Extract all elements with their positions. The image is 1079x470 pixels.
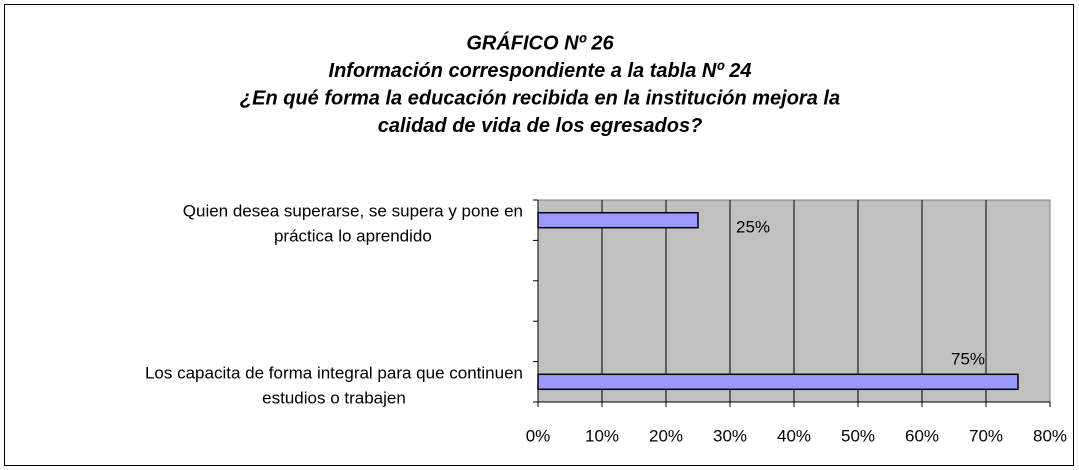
x-tick-label: 80% — [1033, 426, 1067, 445]
data-label: 25% — [736, 218, 770, 237]
data-label: 75% — [951, 349, 985, 368]
chart-title: Información correspondiente a la tabla N… — [329, 60, 752, 82]
x-tick-label: 10% — [585, 426, 619, 445]
y-tick-label: Quien desea superarse, se supera y pone … — [183, 202, 523, 221]
x-tick-label: 70% — [969, 426, 1003, 445]
x-tick-label: 50% — [841, 426, 875, 445]
bar — [537, 211, 699, 229]
y-tick-label: práctica lo aprendido — [274, 227, 432, 246]
x-tick-label: 60% — [905, 426, 939, 445]
chart-title: ¿En qué forma la educación recibida en l… — [240, 87, 840, 109]
y-tick-label: estudios o trabajen — [262, 388, 406, 407]
x-tick-label: 40% — [777, 426, 811, 445]
bar — [537, 373, 1019, 391]
y-tick-label: Los capacita de forma integral para que … — [145, 363, 523, 382]
x-tick-label: 20% — [649, 426, 683, 445]
chart-title: calidad de vida de los egresados? — [378, 115, 703, 137]
x-tick-label: 30% — [713, 426, 747, 445]
x-tick-label: 0% — [526, 426, 551, 445]
chart-title: GRÁFICO Nº 26 — [466, 31, 614, 54]
